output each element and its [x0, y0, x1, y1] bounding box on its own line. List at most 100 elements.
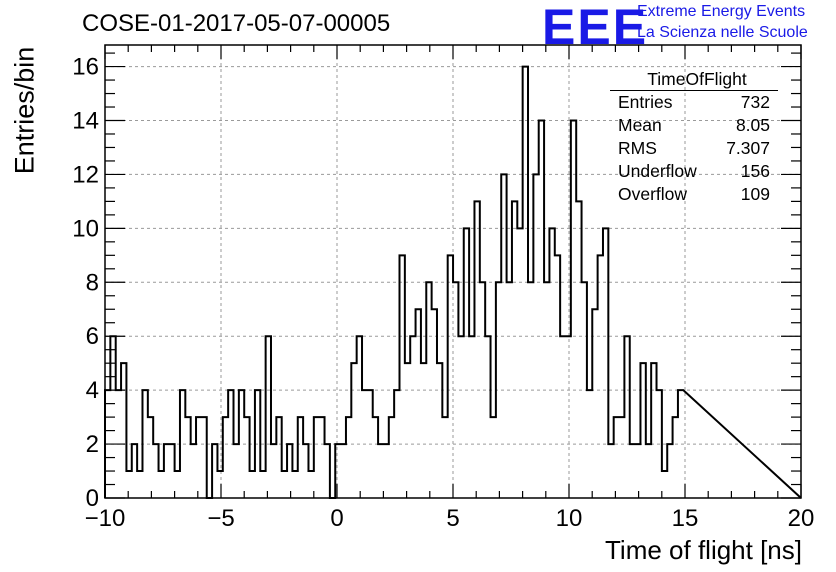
histogram-bar [378, 444, 383, 498]
y-tick-label: 6 [86, 323, 99, 350]
histogram-bar [287, 444, 292, 498]
y-tick-label: 2 [86, 431, 99, 458]
histogram-bar [148, 417, 153, 498]
x-tick-label: 5 [446, 505, 459, 532]
histogram-bar [635, 444, 640, 498]
histogram-bar [400, 255, 405, 498]
histogram-bar [389, 417, 394, 498]
histogram-bar [474, 201, 479, 498]
histogram-bar [539, 121, 544, 499]
histogram-bar [469, 336, 474, 498]
x-tick-label: 15 [672, 505, 699, 532]
histogram-bar [517, 228, 522, 498]
histogram-bar [175, 471, 180, 498]
histogram-bar [555, 255, 560, 498]
histogram-bar [244, 417, 249, 498]
x-tick-label: 0 [330, 505, 343, 532]
stats-title: TimeOfFlight [610, 69, 778, 91]
histogram-bar [314, 417, 319, 498]
histogram-bar [169, 444, 174, 498]
histogram-bar [217, 471, 222, 498]
histogram-bar [464, 228, 469, 498]
histogram-bar [630, 444, 635, 498]
histogram-bar [485, 336, 490, 498]
stats-row: Underflow 156 [610, 160, 778, 183]
histogram-bar [271, 444, 276, 498]
histogram-bar [528, 282, 533, 498]
histogram-bar [212, 444, 217, 498]
histogram-bar [308, 471, 313, 498]
histogram-bar [657, 390, 662, 498]
histogram-bar [341, 444, 346, 498]
y-tick-label: 16 [72, 54, 99, 81]
histogram-bar [132, 444, 137, 498]
histogram-bar [549, 228, 554, 498]
histogram-bar [491, 417, 496, 498]
x-axis-label: Time of flight [ns] [605, 535, 802, 565]
histogram-bars [104, 65, 802, 499]
axis-ticks [104, 45, 802, 499]
histogram-bar [560, 336, 565, 498]
y-tick-label: 8 [86, 269, 99, 296]
histogram-bar [453, 282, 458, 498]
histogram-bar [250, 471, 255, 498]
histogram-bar [319, 417, 324, 498]
y-axis-label: Entries/bin [9, 46, 40, 175]
stats-value: 156 [740, 161, 770, 181]
histogram-bar [394, 390, 399, 498]
stats-value: 732 [740, 92, 770, 112]
histogram-bar [651, 363, 656, 498]
histogram-bar [180, 390, 185, 498]
x-tick-label: 20 [788, 505, 815, 532]
histogram-bar [325, 444, 330, 498]
histogram-bar [646, 444, 651, 498]
y-tick-label: 0 [86, 485, 99, 512]
histogram-bar [298, 417, 303, 498]
histogram-bar [405, 363, 410, 498]
x-tick-label: 10 [556, 505, 583, 532]
logo-line-2: La Scienza nelle Scuole [637, 24, 808, 41]
histogram-bar [544, 282, 549, 498]
histogram-bar [234, 444, 239, 498]
histogram-bar [624, 336, 629, 498]
histogram-bar [442, 417, 447, 498]
histogram-outline [104, 65, 802, 499]
histogram-bar [571, 121, 576, 499]
histogram-bar [598, 255, 603, 498]
x-tick-label: −10 [85, 505, 126, 532]
histogram-bar [255, 390, 260, 498]
stats-value: 109 [740, 184, 770, 204]
y-tick-label: 10 [72, 215, 99, 242]
histogram-bar [565, 336, 570, 498]
histogram-bar [383, 444, 388, 498]
stats-label: Mean [618, 115, 662, 135]
histogram-bar [362, 390, 367, 498]
stats-label: Entries [618, 92, 673, 112]
histogram-bar [126, 471, 131, 498]
histogram-bar [608, 444, 613, 498]
histogram-bar [667, 444, 672, 498]
histogram-bar [346, 417, 351, 498]
stats-label: RMS [618, 138, 657, 158]
histogram-bar [357, 336, 362, 498]
histogram-bar [619, 417, 624, 498]
histogram-bar [501, 174, 506, 498]
histogram-bar [410, 336, 415, 498]
histogram-bar [480, 282, 485, 498]
histogram-bar [201, 417, 206, 498]
histogram-bar [512, 201, 517, 498]
histogram-bar [673, 417, 678, 498]
stats-row: Entries 732 [610, 91, 778, 114]
stats-value: 7.307 [726, 138, 770, 158]
x-tick-label: −5 [207, 505, 234, 532]
eee-logo: EEE [542, 0, 649, 55]
histogram-bar [587, 390, 592, 498]
histogram-bar [159, 471, 164, 498]
histogram-bar [426, 282, 431, 498]
stats-row: RMS 7.307 [610, 137, 778, 160]
histogram-bar [303, 444, 308, 498]
histogram-bar [592, 309, 597, 498]
y-tick-label: 4 [86, 377, 99, 404]
histogram-bar [496, 282, 501, 498]
